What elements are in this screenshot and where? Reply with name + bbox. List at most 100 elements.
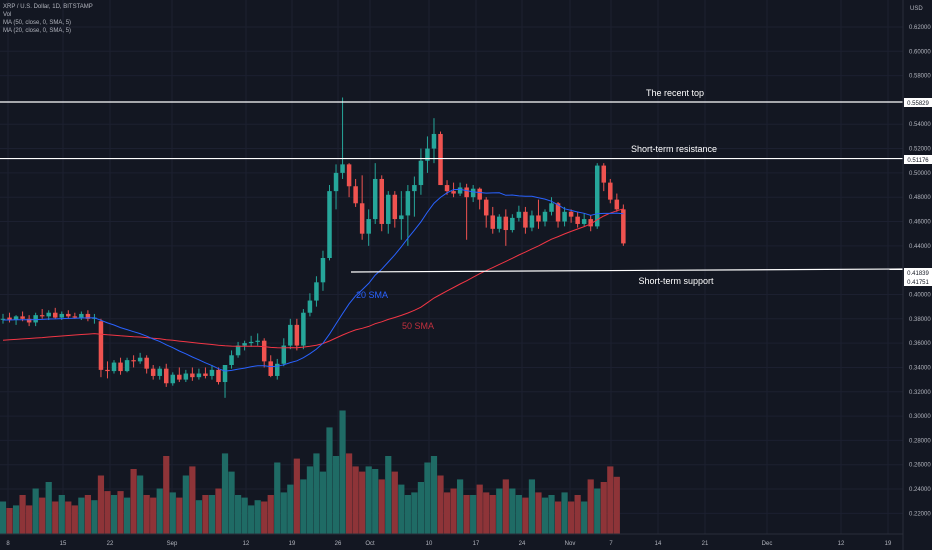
volume-bar (411, 492, 418, 534)
price-badge-support: 0.41839 (904, 268, 932, 277)
volume-bar (261, 501, 268, 534)
volume-bar (228, 471, 235, 534)
candle-body (431, 133, 437, 149)
candle-body (451, 191, 456, 194)
volume-bar (313, 453, 320, 534)
volume-bar (195, 500, 202, 534)
candle-body (196, 373, 202, 378)
candle-body (137, 357, 143, 362)
y-tick-label: 0.40000 (909, 292, 931, 298)
time-axis[interactable]: 8 15 22 Sep 12 19 26 Oct 10 17 24 Nov 7 14 21 Dec 12 19 (6, 541, 892, 547)
volume-bar (613, 476, 620, 534)
candle-body (216, 369, 221, 383)
volume-bar (6, 508, 13, 534)
volume-bar (496, 488, 503, 534)
candle-body (392, 194, 398, 220)
volume-bar (300, 479, 307, 534)
volume-bar (19, 495, 26, 534)
y-tick-label: 0.24000 (909, 487, 931, 493)
candle-body (594, 165, 600, 227)
y-tick-label: 0.44000 (909, 244, 931, 250)
x-tick-label: 19 (289, 541, 296, 547)
volume-bar (437, 475, 444, 534)
x-tick-label: 14 (655, 541, 662, 547)
candle-body (621, 209, 626, 244)
candle-body (503, 216, 509, 231)
candle-body (150, 368, 156, 376)
y-tick-label: 0.58000 (909, 74, 931, 80)
candle-body (372, 178, 378, 220)
x-tick-label: 10 (426, 541, 433, 547)
svg-text:0.51176: 0.51176 (907, 158, 929, 164)
candle-body (203, 373, 208, 376)
x-tick-label: Sep (167, 541, 178, 547)
volume-bar (254, 500, 261, 534)
candle-body (307, 300, 313, 313)
volume-bar (568, 501, 575, 534)
candle-body (529, 215, 535, 228)
candle-body (588, 219, 593, 227)
horizontal-levels (0, 101, 904, 273)
candle-body (359, 203, 365, 234)
volume-bar (215, 488, 222, 534)
candle-body (131, 360, 136, 362)
y-tick-label: 0.52000 (909, 147, 931, 153)
candle-body (164, 368, 169, 384)
volume-bar (470, 495, 477, 534)
volume-bar (398, 484, 405, 534)
volume-bar (581, 501, 588, 534)
candle-body (26, 318, 32, 323)
y-tick-label: 0.46000 (909, 220, 931, 226)
candle-body (190, 373, 195, 378)
candle-body (7, 317, 12, 321)
volume-bar (548, 495, 555, 534)
x-tick-label: 22 (107, 541, 114, 547)
volume-bar (372, 469, 379, 534)
candle-body (20, 316, 25, 319)
price-badge-resistance: 0.51176 (904, 155, 932, 164)
candle-body (281, 345, 287, 364)
volume-bar (137, 475, 144, 534)
ma50-indicator-label[interactable]: MA (50, close, 0, SMA, 5) (3, 20, 72, 26)
volume-bar (202, 495, 209, 534)
volume-bar (78, 497, 85, 534)
candle-body (412, 185, 417, 192)
candle-body (477, 188, 482, 200)
y-tick-label: 0.22000 (909, 511, 931, 517)
volume-bar (443, 492, 451, 534)
candle-body (483, 199, 489, 216)
volume-bar (476, 484, 483, 534)
volume-bars (0, 410, 620, 534)
volume-bar (84, 495, 91, 534)
volume-bar (234, 495, 242, 534)
svg-text:0.55829: 0.55829 (907, 101, 929, 107)
volume-bar (104, 491, 111, 534)
volume-bar (306, 466, 314, 534)
x-tick-label: 12 (243, 541, 250, 547)
price-badge-last: 0.41751 (904, 277, 932, 286)
candle-body (261, 340, 267, 362)
candle-body (457, 187, 463, 194)
volume-bar (45, 482, 52, 534)
volume-bar (483, 492, 490, 534)
candle-body (33, 315, 38, 323)
candle-body (157, 368, 162, 376)
candle-body (399, 215, 404, 220)
price-axis[interactable]: 0.62000 0.60000 0.58000 0.54000 0.52000 0.500… (909, 25, 931, 517)
volume-bar (176, 497, 183, 534)
ma20-indicator-label[interactable]: MA (20, close, 0, SMA, 5) (3, 28, 72, 34)
x-tick-label: 17 (473, 541, 480, 547)
candle-body (542, 211, 548, 222)
candle-body (510, 217, 515, 231)
symbol-title[interactable]: XRP / U.S. Dollar, 1D, BITSTAMP (3, 4, 93, 10)
candle-body (124, 360, 130, 372)
volume-bar (32, 488, 39, 534)
volume-bar (463, 495, 470, 534)
candle-body (470, 188, 476, 198)
x-tick-label: 24 (519, 541, 526, 547)
candle-body (79, 313, 84, 318)
volume-indicator-label[interactable]: Vol (3, 12, 12, 18)
candle-body (255, 340, 260, 342)
candle-body (111, 362, 117, 372)
